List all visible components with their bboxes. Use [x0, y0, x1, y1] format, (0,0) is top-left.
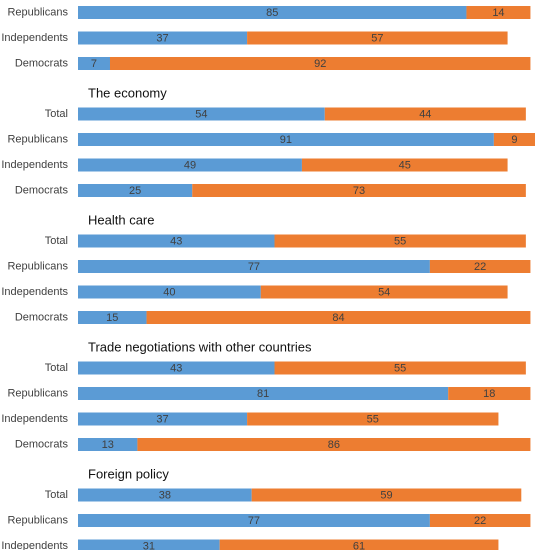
bar-segment	[78, 488, 252, 502]
value-label: 85	[266, 7, 278, 19]
category-label: Republicans	[7, 133, 68, 145]
value-label: 18	[483, 388, 495, 400]
category-label: Republicans	[7, 514, 68, 526]
bar-segment	[78, 260, 430, 273]
value-label: 14	[492, 7, 504, 19]
bar-segment	[78, 6, 467, 19]
value-label: 25	[129, 185, 141, 197]
value-label: 38	[159, 489, 171, 501]
value-label: 37	[156, 413, 168, 425]
bar-segment	[192, 184, 526, 197]
bar-segment	[78, 158, 302, 172]
bar-segment	[219, 539, 499, 550]
value-label: 86	[328, 439, 340, 451]
value-label: 59	[380, 489, 392, 501]
bar-segment	[429, 260, 531, 273]
value-label: 44	[419, 108, 431, 120]
value-label: 49	[184, 159, 196, 171]
bar-segment	[247, 412, 499, 426]
bar-segment	[78, 57, 110, 70]
bar-segment	[78, 412, 248, 426]
bar-segment	[429, 514, 531, 527]
category-label: Republicans	[7, 260, 68, 272]
bar-segment	[251, 488, 522, 502]
value-label: 73	[353, 185, 365, 197]
value-label: 54	[195, 108, 207, 120]
value-label: 55	[367, 413, 379, 425]
value-label: 9	[511, 134, 517, 146]
bar-segment	[78, 184, 193, 197]
value-label: 84	[332, 312, 344, 324]
category-label: Independents	[1, 159, 68, 171]
group-title: The economy	[88, 85, 167, 100]
category-label: Total	[45, 235, 68, 247]
bar-segment	[324, 107, 526, 121]
category-label: Independents	[1, 540, 68, 550]
value-label: 91	[280, 134, 292, 146]
value-label: 7	[91, 58, 97, 70]
bar-segment	[78, 285, 261, 299]
bar-segment	[274, 361, 526, 375]
bar-segment	[260, 285, 508, 299]
category-label: Total	[45, 362, 68, 374]
bar-segment	[466, 6, 531, 19]
value-label: 81	[257, 388, 269, 400]
category-label: Total	[45, 489, 68, 501]
bar-segment	[146, 311, 531, 324]
group-title: Trade negotiations with other countries	[88, 339, 312, 354]
value-label: 22	[474, 515, 486, 527]
bar-segment	[78, 387, 449, 400]
category-label: Total	[45, 108, 68, 120]
bar-segment	[78, 539, 220, 550]
value-label: 43	[170, 362, 182, 374]
value-label: 77	[248, 261, 260, 273]
category-label: Republicans	[7, 387, 68, 399]
bar-segment	[493, 133, 535, 146]
value-label: 57	[371, 32, 383, 44]
bar-segment	[448, 387, 531, 400]
category-label: Republicans	[7, 6, 68, 18]
value-label: 31	[143, 540, 155, 550]
bar-segment	[78, 234, 275, 248]
group-title: Foreign policy	[88, 466, 169, 481]
bar-segment	[78, 31, 248, 45]
bar-segment	[78, 438, 138, 451]
category-label: Independents	[1, 32, 68, 44]
bar-segment	[109, 57, 531, 70]
value-label: 92	[314, 58, 326, 70]
bar-segment	[247, 31, 508, 45]
value-label: 40	[163, 286, 175, 298]
value-label: 54	[378, 286, 390, 298]
value-label: 37	[156, 32, 168, 44]
category-label: Democrats	[15, 311, 69, 323]
bar-segment	[78, 133, 494, 146]
value-label: 15	[106, 312, 118, 324]
value-label: 43	[170, 235, 182, 247]
group-title: Health care	[88, 212, 154, 227]
bar-segment	[137, 438, 531, 451]
value-label: 55	[394, 362, 406, 374]
value-label: 45	[399, 159, 411, 171]
value-label: 22	[474, 261, 486, 273]
category-label: Independents	[1, 413, 68, 425]
bar-segment	[274, 234, 526, 248]
category-label: Democrats	[15, 438, 69, 450]
value-label: 61	[353, 540, 365, 550]
category-label: Democrats	[15, 184, 69, 196]
bar-segment	[301, 158, 508, 172]
category-label: Democrats	[15, 57, 69, 69]
value-label: 55	[394, 235, 406, 247]
value-label: 77	[248, 515, 260, 527]
category-label: Independents	[1, 286, 68, 298]
bar-segment	[78, 514, 430, 527]
value-label: 13	[102, 439, 114, 451]
bar-segment	[78, 361, 275, 375]
bar-segment	[78, 107, 325, 121]
bar-segment	[78, 311, 147, 324]
